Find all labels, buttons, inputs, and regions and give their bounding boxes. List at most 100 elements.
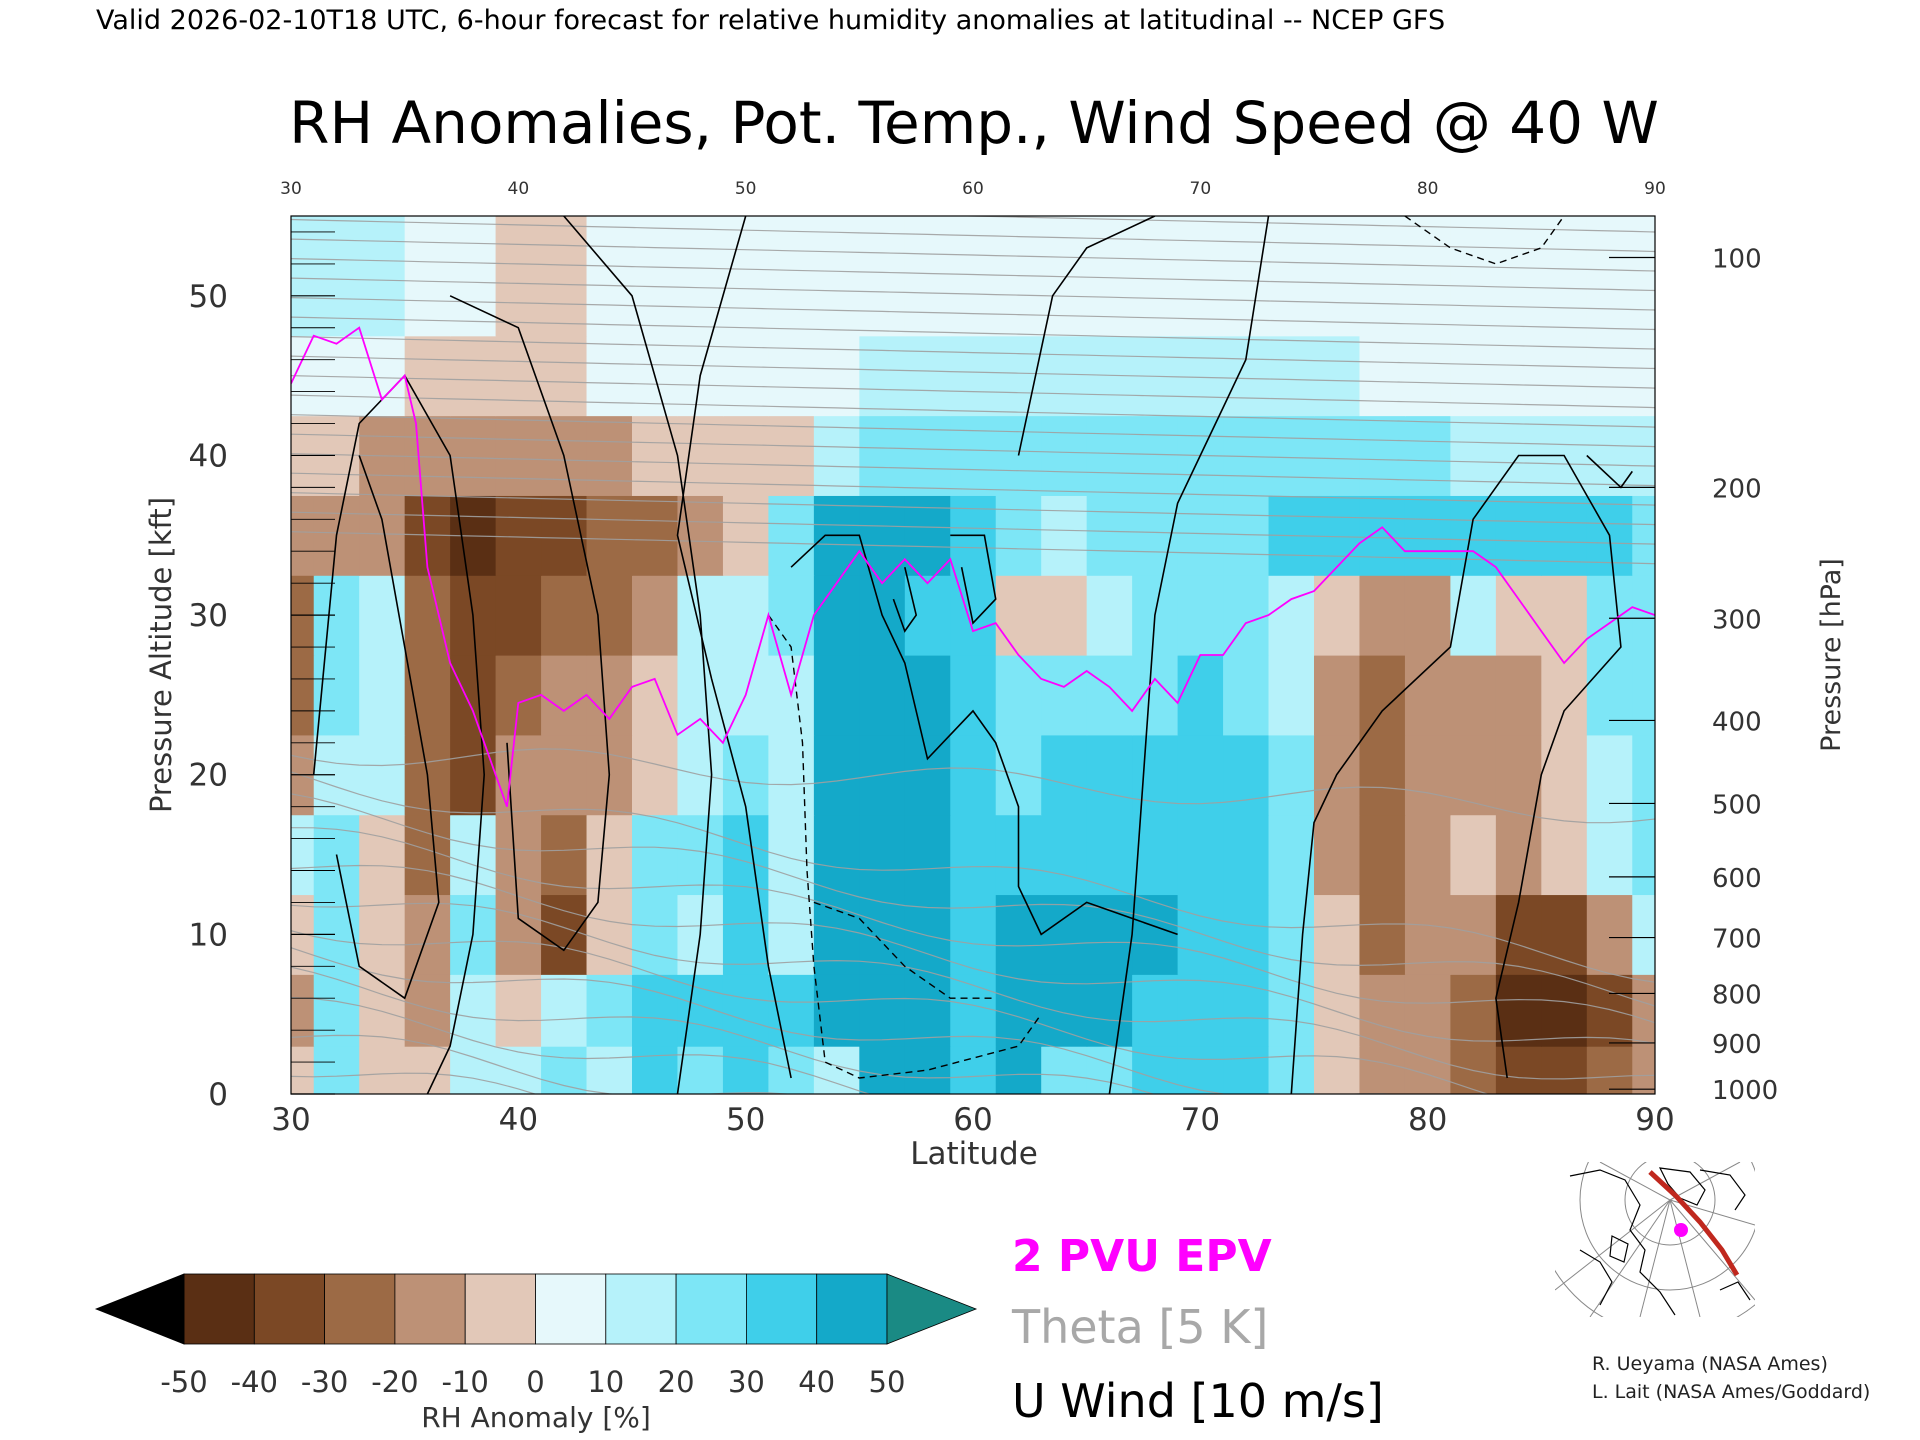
heatmap-cell [1586, 255, 1633, 337]
heatmap-cell [768, 255, 815, 337]
heatmap-cell [495, 814, 542, 896]
heatmap-cell [404, 415, 451, 496]
heatmap-cell [813, 415, 860, 496]
heatmap-cell [632, 974, 679, 1047]
colorbar-bin [253, 1273, 326, 1345]
heatmap-cell [632, 495, 679, 576]
heatmap-cell [450, 734, 497, 816]
heatmap-cell [495, 495, 542, 576]
y-tick-right: 600 [1712, 864, 1762, 894]
heatmap-cell [541, 216, 588, 257]
heatmap-cell [950, 974, 997, 1047]
inset-map-graticule [1555, 1162, 1755, 1317]
colorbar-bin [324, 1273, 396, 1345]
credit-line-1: R. Ueyama (NASA Ames) [1592, 1353, 1828, 1375]
heatmap-cell [1041, 575, 1088, 656]
heatmap-cell [450, 1046, 497, 1094]
heatmap-cell [1632, 335, 1655, 417]
colorbar-bin [464, 1273, 536, 1345]
heatmap-cell [632, 575, 679, 656]
x-tick-bottom: 60 [953, 1102, 992, 1138]
colorbar-bin [816, 1273, 888, 1345]
u-wind-contour [676, 216, 792, 1079]
heatmap-cell [1314, 335, 1361, 417]
heatmap-cell [632, 415, 679, 496]
heatmap-cell [359, 495, 406, 576]
heatmap-cell [541, 814, 588, 896]
heatmap-cell [1359, 894, 1406, 975]
heatmap-cell [995, 216, 1042, 257]
theta-contour [291, 336, 1655, 370]
heatmap-cell [1495, 734, 1542, 816]
heatmap-cell [1359, 575, 1406, 656]
heatmap-cell [1632, 734, 1655, 816]
heatmap-cell [1404, 814, 1451, 896]
heatmap-cell [359, 974, 406, 1047]
heatmap-cell [586, 335, 633, 417]
y-tick-right: 400 [1712, 707, 1762, 737]
heatmap-cell [1632, 415, 1655, 496]
heatmap-cell [1268, 974, 1315, 1047]
heatmap-cell [813, 335, 860, 417]
heatmap-cell [1041, 495, 1088, 576]
u-wind-contour [1108, 216, 1270, 1094]
heatmap-cell [904, 734, 951, 816]
heatmap-cell [813, 255, 860, 337]
heatmap-cell [768, 734, 815, 816]
heatmap-cell [722, 415, 769, 496]
heatmap-cell [1086, 216, 1133, 257]
heatmap-cell [859, 814, 906, 896]
heatmap-cell [1223, 255, 1270, 337]
colorbar-tick: -40 [231, 1365, 278, 1399]
heatmap-cell [1041, 335, 1088, 417]
heatmap-cell [950, 814, 997, 896]
axis-ticks: 3030404050506060707080809090010203040501… [189, 179, 1779, 1138]
heatmap-cell [632, 655, 679, 736]
heatmap-cell [541, 734, 588, 816]
theta-contour [291, 472, 1655, 506]
heatmap-cell [1495, 1046, 1542, 1094]
heatmap-cell [1177, 216, 1224, 257]
heatmap-cell [1586, 1046, 1633, 1094]
heatmap-cell [813, 894, 860, 975]
heatmap-cell [359, 255, 406, 337]
heatmap-cell [722, 335, 769, 417]
theta-contour [291, 771, 1655, 983]
heatmap-cell [495, 974, 542, 1047]
heatmap-cell [1450, 655, 1497, 736]
heatmap-cell [1586, 575, 1633, 656]
theta-contour [291, 218, 1655, 253]
legend-theta: Theta [5 K] [1011, 1300, 1268, 1354]
theta-contour [291, 316, 1655, 350]
heatmap-cell [722, 255, 769, 337]
heatmap-cell [1586, 894, 1633, 975]
heatmap-cell [1632, 655, 1655, 736]
y-tick-right: 900 [1712, 1030, 1762, 1060]
heatmap-cell [632, 734, 679, 816]
inset-map [1555, 1162, 1755, 1317]
heatmap-cell [291, 1046, 315, 1094]
theta-contour [291, 433, 1655, 467]
x-tick-bottom: 50 [726, 1102, 765, 1138]
x-tick-bottom: 80 [1408, 1102, 1447, 1138]
heatmap-cell [1495, 575, 1542, 656]
heatmap-cell [1495, 814, 1542, 896]
heatmap-cell [995, 335, 1042, 417]
heatmap-cell [1041, 814, 1088, 896]
heatmap-cell [768, 495, 815, 576]
y-tick-right: 1000 [1712, 1076, 1778, 1106]
theta-contour [291, 297, 1655, 331]
heatmap-cell [950, 655, 997, 736]
heatmap-cell [495, 734, 542, 816]
theta-contour [291, 864, 1655, 1044]
heatmap-cell [495, 415, 542, 496]
heatmap-cell [1132, 216, 1179, 257]
heatmap-cell [313, 974, 360, 1047]
heatmap-cell [1450, 575, 1497, 656]
heatmap-cell [586, 894, 633, 975]
heatmap-cell [632, 894, 679, 975]
y-tick-right: 100 [1712, 245, 1762, 275]
theta-contour [291, 1072, 537, 1094]
heatmap-cell [1632, 974, 1655, 1047]
heatmap-cell [359, 894, 406, 975]
